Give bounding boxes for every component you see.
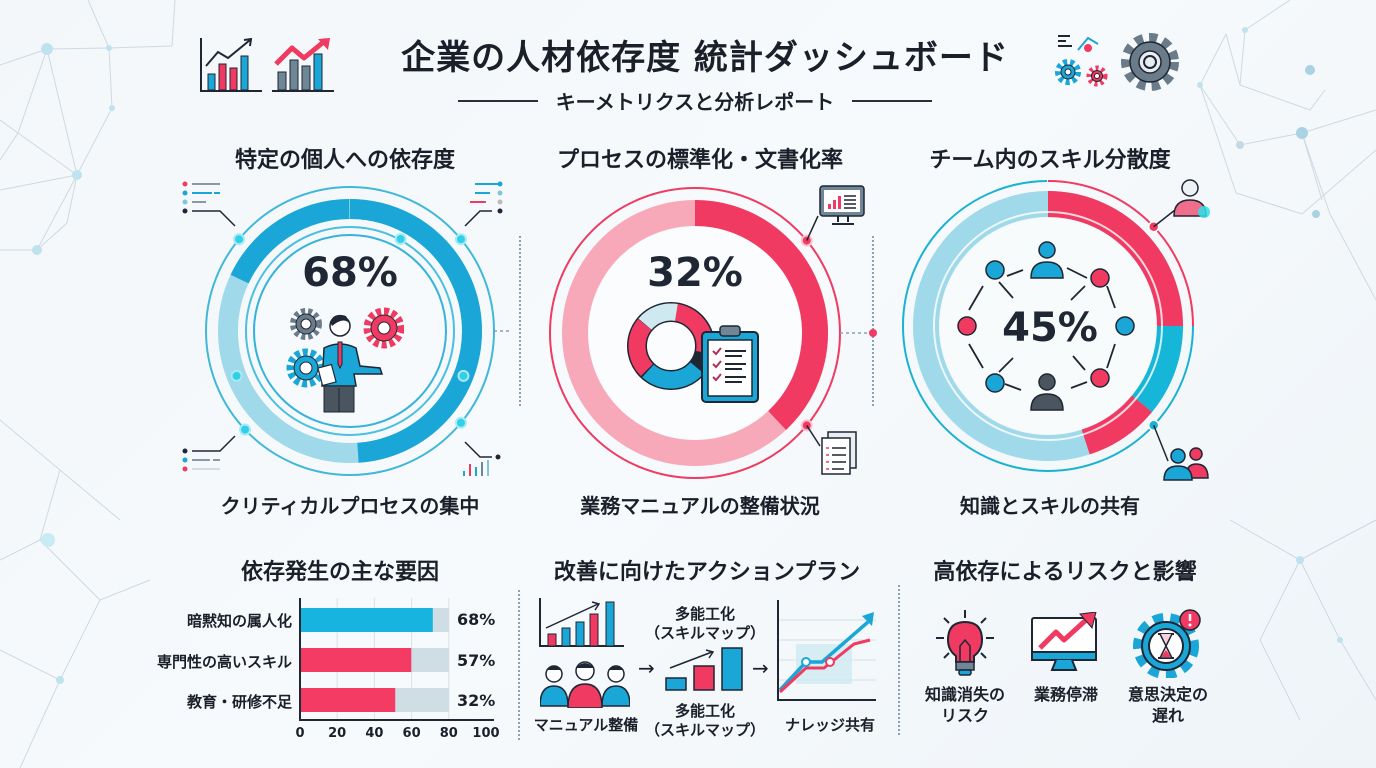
risk-label-line: 業務停滞 — [1033, 685, 1098, 704]
person-with-gears-icon — [286, 307, 404, 413]
action-step-multiskill-top: 多能工化 （スキルマップ） — [645, 605, 766, 642]
action-step-multiskill-bottom: 多能工化 （スキルマップ） — [645, 702, 766, 739]
cause-value: 68% — [457, 610, 496, 629]
gears-settings-icon — [1055, 33, 1179, 91]
action-step-knowledge-sharing: ナレッジ共有 — [784, 716, 875, 734]
divider-bottom-2 — [898, 585, 900, 735]
kpi-skill-distribution-caption: 知識とスキルの共有 — [960, 494, 1140, 518]
glow-node — [233, 233, 246, 246]
axis-tick-label: 100 — [472, 726, 500, 741]
glow-node — [394, 232, 407, 245]
divider-kpi-2 — [872, 236, 874, 406]
cause-label: 暗黙知の属人化 — [186, 612, 292, 630]
ring-value-arc — [694, 200, 828, 430]
risk-knowledge-loss-label: 知識消失の リスク — [915, 684, 1015, 726]
team-people-icon — [540, 661, 630, 708]
kpi-standardization-title: プロセスの標準化・文書化率 — [556, 148, 843, 173]
growth-bar-chart-icon — [539, 598, 624, 647]
cause-label: 教育・研修不足 — [186, 693, 292, 711]
risk-decision-delay-label: 意思決定の 遅れ — [1118, 684, 1218, 726]
risks-title: 高依存によるリスクと影響 — [933, 560, 1197, 585]
cause-label: 専門性の高いスキル — [156, 653, 292, 671]
action-step-manual: マニュアル整備 — [533, 716, 639, 734]
person-bottom-icon — [1030, 373, 1064, 411]
axis-tick-label: 20 — [328, 726, 347, 741]
kpi-skill-distribution-value: 45% — [1002, 305, 1098, 351]
subtitle-divider-right — [852, 99, 933, 102]
ring-value-arc — [230, 199, 350, 284]
connector-line — [1153, 424, 1169, 462]
connector-line — [806, 425, 821, 447]
axis-tick-label: 40 — [365, 726, 384, 741]
donut-clipboard-icon — [627, 302, 759, 403]
axis-tick-label: 60 — [402, 726, 421, 741]
connector-line — [806, 215, 819, 241]
kpi-standardization-value: 32% — [647, 250, 743, 296]
documents-checklist-icon — [821, 431, 857, 475]
page-subtitle: キーメトリクスと分析レポート — [555, 90, 835, 114]
inner-ring — [245, 226, 455, 436]
arrow-right-icon: → — [638, 656, 655, 680]
causes-bar-chart — [299, 598, 494, 721]
page-title: 企業の人材依存度 統計ダッシュボード — [401, 38, 1009, 78]
ring-value-arc — [1131, 325, 1183, 413]
glow-node — [230, 369, 243, 382]
ring-value-arc — [1047, 191, 1183, 327]
bar-fill — [300, 608, 433, 632]
bar-fill — [300, 688, 396, 712]
risk-business-stagnation-label: 業務停滞 — [1016, 684, 1116, 705]
knowledge-growth-line-icon — [777, 600, 876, 701]
divider-bottom-1 — [518, 590, 520, 740]
subtitle-row: キーメトリクスと分析レポート — [420, 86, 970, 115]
kpi-standardization-caption: 業務マニュアルの整備状況 — [580, 494, 820, 518]
risk-label-line: 遅れ — [1151, 706, 1184, 725]
axis-line — [299, 598, 494, 721]
team-users-icon — [1163, 447, 1209, 481]
glow-node — [454, 416, 467, 429]
risk-label-line: 知識消失の — [924, 685, 1005, 704]
ring-value-arc — [1081, 395, 1153, 455]
monitor-report-icon — [819, 185, 865, 225]
person-top-icon — [1030, 241, 1064, 279]
glow-node — [239, 423, 252, 436]
bar-chart-trend-icon — [200, 37, 262, 92]
actions-title: 改善に向けたアクションプラン — [553, 560, 861, 585]
kpi-dependency-gauge — [182, 181, 503, 476]
axis-tick-label: 0 — [295, 726, 305, 741]
glow-node — [454, 233, 467, 246]
legend-deco-top-left — [182, 181, 236, 227]
subtitle-divider-left — [457, 99, 538, 102]
lightbulb-icon — [936, 610, 994, 676]
user-profile-icon — [1173, 179, 1210, 218]
inner-highlight-ring — [933, 211, 1163, 441]
kpi-dependency-caption: クリティカルプロセスの集中 — [220, 494, 480, 518]
bar-fill — [300, 648, 412, 672]
causes-title: 依存発生の主な要因 — [240, 560, 439, 585]
kpi-skill-distribution-title: チーム内のスキル分散度 — [929, 148, 1171, 173]
arrow-right-icon: → — [752, 656, 769, 680]
monitor-trend-icon — [1031, 612, 1097, 671]
risk-label-line: リスク — [940, 706, 989, 725]
risk-label-line: 意思決定の — [1127, 685, 1208, 704]
cause-value: 57% — [457, 651, 496, 670]
ring-value-arc — [349, 199, 482, 463]
growth-chart-icon — [272, 38, 334, 92]
glow-node — [457, 369, 470, 382]
cause-value: 32% — [457, 691, 496, 710]
kpi-dependency-title: 特定の個人への依存度 — [234, 148, 455, 173]
team-network-icon — [957, 241, 1135, 411]
connector-node — [869, 329, 877, 337]
gear-hourglass-icon — [1133, 609, 1201, 678]
multiskill-bar-icon — [665, 647, 743, 691]
divider-kpi-1 — [519, 236, 521, 406]
axis-tick-label: 80 — [439, 726, 458, 741]
kpi-dependency-value: 68% — [302, 250, 398, 296]
